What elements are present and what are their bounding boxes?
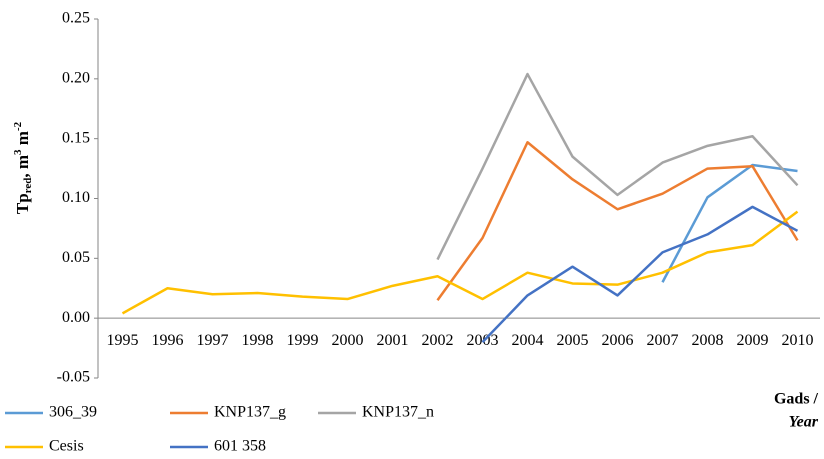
y-axis-label: Tpred, m3 m-2	[12, 121, 34, 214]
y-tick-label: 0.00	[62, 309, 90, 326]
x-tick-label: 2006	[602, 332, 634, 349]
x-tick-label: 1998	[242, 332, 274, 349]
legend-label: 601 358	[214, 438, 266, 455]
legend-label: 306_39	[49, 404, 97, 421]
x-tick-label: 1999	[287, 332, 319, 349]
y-tick-label: 0.05	[62, 249, 90, 266]
series-line	[121, 210, 799, 315]
x-tick-label: 2008	[692, 332, 724, 349]
legend-label: Cesis	[49, 438, 84, 455]
legend-label: KNP137_g	[214, 404, 286, 421]
x-tick-label: 1996	[152, 332, 184, 349]
x-tick-label: 2007	[647, 332, 679, 349]
y-label-part: Tp	[13, 193, 32, 214]
y-label-part: 3	[12, 149, 24, 155]
y-label-part: , m	[13, 155, 32, 178]
y-tick-label: 0.20	[62, 70, 90, 87]
x-tick-label: 2005	[557, 332, 589, 349]
x-tick-label: 1995	[107, 332, 139, 349]
series-line	[436, 141, 799, 301]
x-tick-label: 1997	[197, 332, 229, 349]
y-tick-label: 0.15	[62, 129, 90, 146]
x-axis-label: Gads /	[774, 391, 819, 408]
series-line	[661, 163, 798, 283]
y-tick-label: 0.25	[62, 10, 90, 27]
legend-label: KNP137_n	[362, 404, 434, 421]
x-tick-label: 2004	[512, 332, 544, 349]
y-tick-label: 0.10	[62, 189, 90, 206]
x-tick-label: 2000	[332, 332, 364, 349]
y-label-part: -2	[12, 121, 24, 131]
series-line	[481, 205, 799, 343]
y-label-part: red	[22, 178, 34, 194]
y-label-part: m	[13, 131, 32, 149]
x-tick-label: 2009	[737, 332, 769, 349]
series-line	[436, 72, 799, 261]
x-tick-label: 2010	[782, 332, 814, 349]
y-tick-label: -0.05	[57, 369, 90, 386]
x-tick-label: 2001	[377, 332, 409, 349]
x-axis-label: Year	[789, 414, 819, 431]
x-tick-label: 2002	[422, 332, 454, 349]
